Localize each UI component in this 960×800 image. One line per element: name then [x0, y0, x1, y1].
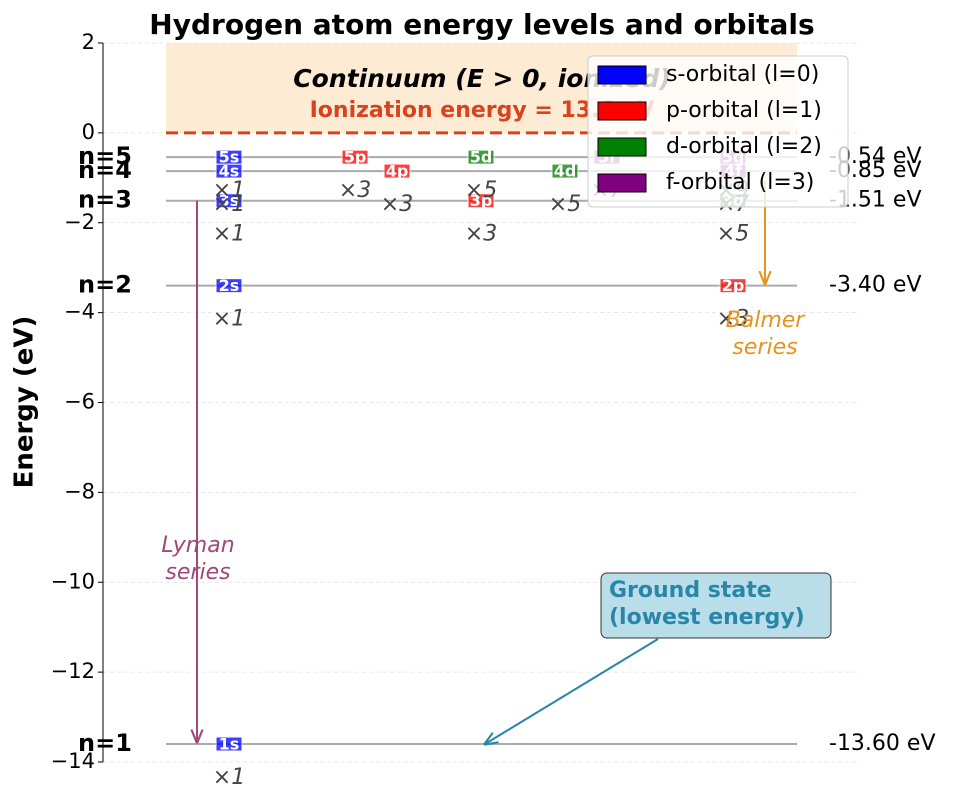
y-tick-label: −14: [51, 749, 95, 773]
y-tick-label: −6: [64, 390, 95, 414]
orbital-label: 2s: [219, 276, 240, 295]
orbital-label: 3s: [219, 191, 240, 210]
legend-box: [587, 55, 849, 208]
orbital-label: 5s: [219, 148, 240, 167]
y-tick-label: −10: [51, 569, 95, 593]
ground-box: [600, 572, 832, 639]
orbital-box: [719, 278, 747, 294]
orbital-box: [215, 193, 243, 209]
degeneracy-label: ×1: [213, 192, 245, 217]
legend-label: f-orbital (l=3): [666, 170, 814, 195]
lyman-label: Lyman: [161, 533, 234, 558]
energy-label: -3.40 eV: [829, 273, 922, 298]
level-label: n=1: [78, 729, 132, 757]
degeneracy-label: ×1: [213, 178, 245, 203]
legend-swatch: [597, 101, 647, 121]
orbital-box: [341, 149, 369, 165]
orbital-box: [215, 149, 243, 165]
legend-label: p-orbital (l=1): [666, 98, 822, 123]
degeneracy-label: ×1: [213, 222, 245, 247]
legend-label: s-orbital (l=0): [666, 62, 819, 87]
y-axis-label: Energy (eV): [10, 316, 40, 489]
ground-arrow: [485, 638, 659, 744]
ground-label: Ground state: [609, 578, 772, 603]
orbital-label: 3p: [470, 191, 493, 210]
orbital-label: 2p: [722, 276, 745, 295]
degeneracy-label: ×3: [717, 307, 749, 332]
legend-swatch: [597, 65, 647, 85]
legend-swatch: [597, 137, 647, 157]
orbital-label: 4s: [219, 162, 240, 181]
level-label: n=4: [78, 156, 132, 184]
orbital-box: [467, 193, 495, 209]
degeneracy-label: ×5: [549, 192, 581, 217]
degeneracy-label: ×5: [717, 222, 749, 247]
orbital-box: [215, 278, 243, 294]
y-tick-label: −2: [64, 210, 95, 234]
y-tick-label: 2: [82, 30, 95, 54]
orbital-box: [551, 163, 579, 179]
degeneracy-label: ×5: [465, 178, 497, 203]
orbital-box: [383, 163, 411, 179]
legend-swatch: [597, 173, 647, 193]
y-tick-label: −4: [64, 300, 95, 324]
energy-label: -13.60 eV: [829, 731, 936, 756]
y-tick-label: −8: [64, 479, 95, 503]
orbital-label: 5d: [470, 148, 493, 167]
orbital-box: [467, 149, 495, 165]
degeneracy-label: ×3: [381, 192, 413, 217]
chart-title: Hydrogen atom energy levels and orbitals: [149, 8, 814, 41]
level-label: n=2: [78, 271, 132, 299]
balmer-label: series: [732, 335, 797, 360]
orbital-box: [215, 736, 243, 752]
legend-label: d-orbital (l=2): [666, 134, 822, 159]
level-label: n=3: [78, 186, 132, 214]
level-label: n=5: [78, 142, 132, 170]
degeneracy-label: ×3: [339, 178, 371, 203]
ground-label: (lowest energy): [609, 605, 805, 630]
balmer-label: Balmer: [726, 308, 807, 333]
degeneracy-label: ×1: [213, 765, 245, 790]
lyman-label: series: [165, 560, 230, 585]
orbital-label: 4d: [554, 162, 577, 181]
degeneracy-label: ×3: [465, 222, 497, 247]
orbital-label: 1s: [219, 735, 240, 754]
orbital-label: 4p: [386, 162, 409, 181]
y-tick-label: 0: [82, 120, 95, 144]
orbital-label: 5p: [344, 148, 367, 167]
degeneracy-label: ×1: [213, 307, 245, 332]
y-tick-label: −12: [51, 659, 95, 683]
